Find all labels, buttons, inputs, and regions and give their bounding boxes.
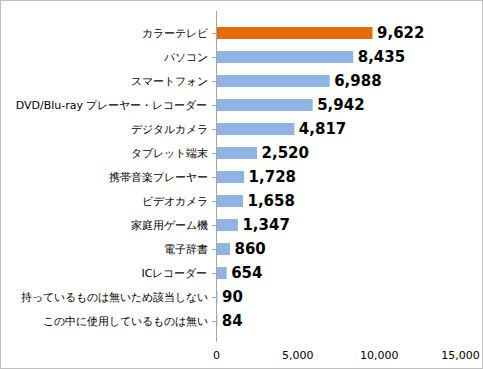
- svg-text:スマートフォン: スマートフォン: [131, 75, 208, 88]
- svg-text:タブレット端末: タブレット端末: [131, 147, 208, 160]
- svg-text:デジタルカメラ: デジタルカメラ: [131, 123, 208, 136]
- svg-text:家庭用ゲーム機: 家庭用ゲーム機: [131, 219, 208, 232]
- svg-text:84: 84: [222, 312, 243, 330]
- svg-text:654: 654: [231, 264, 262, 282]
- svg-text:持っているものは無いため該当しない: 持っているものは無いため該当しない: [21, 291, 208, 304]
- svg-text:860: 860: [234, 240, 265, 258]
- svg-text:ICレコーダー: ICレコーダー: [142, 267, 208, 280]
- svg-text:6,988: 6,988: [334, 72, 381, 90]
- svg-text:90: 90: [222, 288, 243, 306]
- svg-text:15,000: 15,000: [441, 349, 480, 362]
- svg-text:5,000: 5,000: [282, 349, 314, 362]
- svg-text:8,435: 8,435: [358, 48, 405, 66]
- svg-text:ビデオカメラ: ビデオカメラ: [142, 195, 208, 208]
- svg-text:1,347: 1,347: [242, 216, 289, 234]
- svg-text:電子辞書: 電子辞書: [164, 243, 208, 256]
- svg-text:1,728: 1,728: [249, 168, 296, 186]
- svg-text:この中に使用しているものは無い: この中に使用しているものは無い: [43, 315, 208, 328]
- svg-text:5,942: 5,942: [317, 96, 364, 114]
- svg-text:9,622: 9,622: [377, 24, 424, 42]
- svg-text:4,817: 4,817: [299, 120, 346, 138]
- svg-text:携帯音楽プレーヤー: 携帯音楽プレーヤー: [109, 171, 208, 184]
- svg-text:2,520: 2,520: [261, 144, 308, 162]
- svg-text:パソコン: パソコン: [163, 51, 208, 64]
- svg-text:DVD/Blu-ray プレーヤー・レコーダー: DVD/Blu-ray プレーヤー・レコーダー: [16, 99, 208, 112]
- svg-text:10,000: 10,000: [360, 349, 399, 362]
- svg-text:1,658: 1,658: [247, 192, 294, 210]
- svg-text:カラーテレビ: カラーテレビ: [142, 27, 209, 40]
- svg-text:0: 0: [213, 349, 220, 362]
